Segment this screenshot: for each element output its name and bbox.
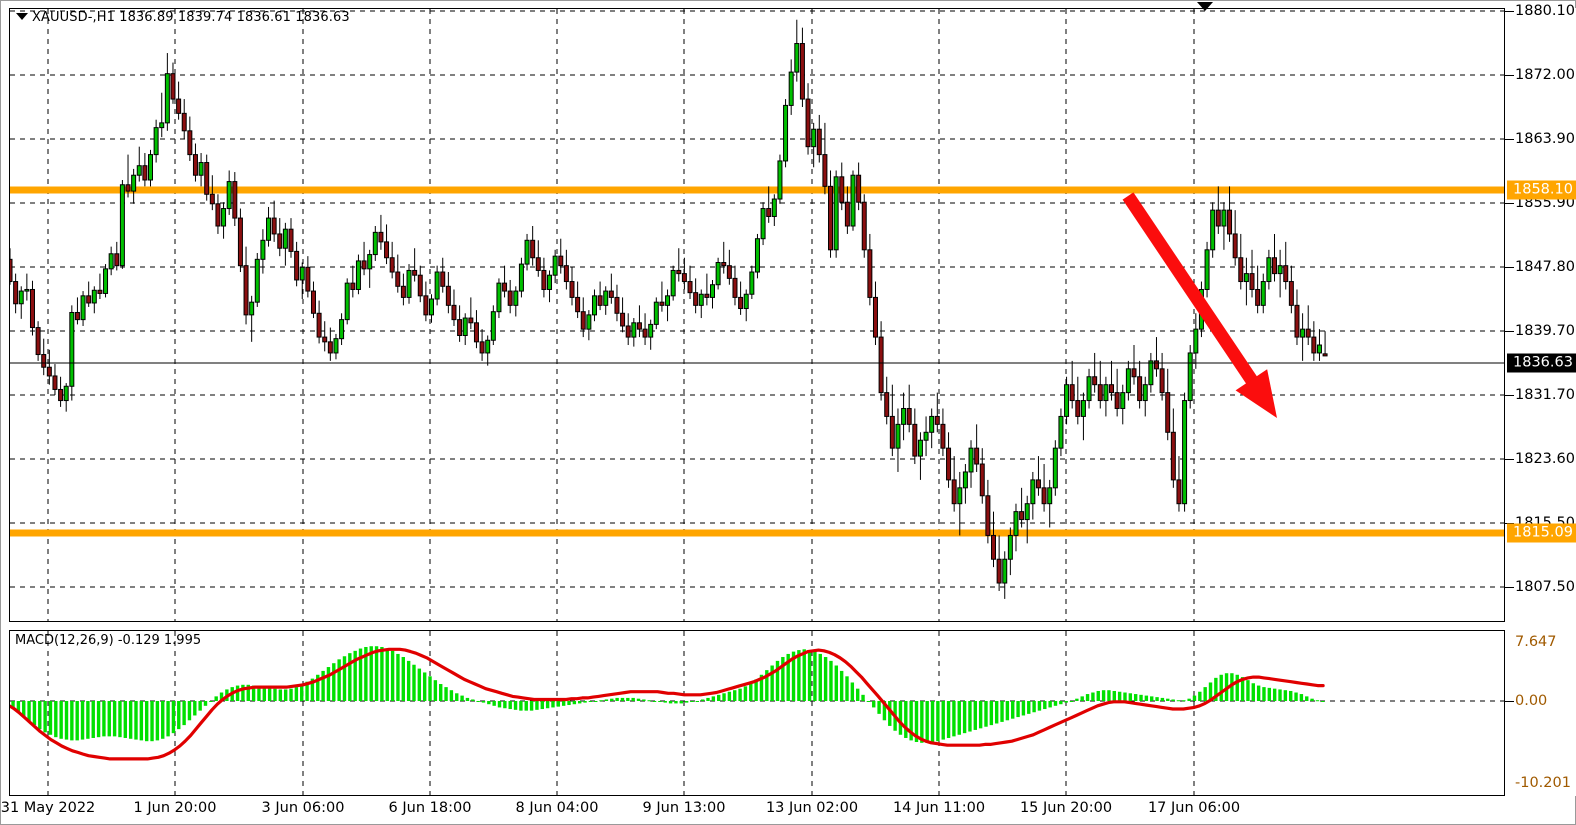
price-axis-label: 1847.80 (1515, 259, 1575, 275)
current-price-tag: 1836.63 (1507, 353, 1576, 373)
candlestick-series (10, 19, 1328, 599)
level-price-tag-resistance[interactable]: 1858.10 (1507, 180, 1576, 200)
price-axis[interactable]: 1880.10 1872.00 1863.90 1855.90 1847.80 1839.… (1505, 3, 1576, 796)
time-axis-label: 31 May 2022 (0, 800, 96, 816)
axis-tick (1505, 75, 1514, 76)
price-axis-label: 1831.70 (1515, 387, 1575, 403)
price-canvas (10, 9, 1504, 621)
time-axis-label: 13 Jun 02:00 (765, 800, 859, 816)
price-axis-label: 1880.10 (1515, 3, 1575, 19)
axis-tick (1505, 395, 1514, 396)
price-chart-pane[interactable]: XAUUSD-,H1 1836.89 1839.74 1836.61 1836.… (9, 8, 1505, 622)
time-axis-label: 15 Jun 20:00 (1019, 800, 1113, 816)
time-axis[interactable]: 31 May 2022 1 Jun 20:00 3 Jun 06:00 6 Jun 1… (1, 797, 1505, 823)
macd-indicator-pane[interactable]: MACD(12,26,9) -0.129 1.995 (9, 630, 1505, 796)
macd-axis-label: 0.00 (1515, 693, 1548, 709)
time-axis-label: 17 Jun 06:00 (1147, 800, 1241, 816)
down-trend-arrow (1122, 192, 1277, 418)
time-axis-label: 6 Jun 18:00 (388, 800, 472, 816)
axis-tick (1505, 459, 1514, 460)
symbol-header: XAUUSD-,H1 1836.89 1839.74 1836.61 1836.… (16, 10, 350, 25)
axis-tick (1505, 587, 1514, 588)
caret-down-icon[interactable] (16, 13, 28, 20)
macd-axis-label: 7.647 (1515, 634, 1557, 650)
level-line-support (10, 529, 1504, 537)
macd-canvas (10, 631, 1504, 795)
macd-signal-line (10, 647, 1325, 761)
time-axis-label: 9 Jun 13:00 (642, 800, 726, 816)
axis-tick (1505, 331, 1514, 332)
axis-tick (1505, 267, 1514, 268)
price-axis-label: 1807.50 (1515, 579, 1575, 595)
axis-tick (1505, 139, 1514, 140)
price-axis-label: 1863.90 (1515, 131, 1575, 147)
macd-header-label: MACD(12,26,9) -0.129 1.995 (15, 633, 202, 648)
level-line-resistance (10, 186, 1504, 194)
axis-tick (1505, 11, 1514, 12)
price-axis-label: 1872.00 (1515, 67, 1575, 83)
axis-tick (1505, 203, 1514, 204)
level-price-tag-support[interactable]: 1815.09 (1507, 523, 1576, 543)
time-axis-label: 8 Jun 04:00 (515, 800, 599, 816)
price-axis-label: 1839.70 (1515, 323, 1575, 339)
symbol-header-text: XAUUSD-,H1 1836.89 1839.74 1836.61 1836.… (32, 10, 350, 25)
time-axis-label: 14 Jun 11:00 (892, 800, 986, 816)
time-axis-label: 3 Jun 06:00 (261, 800, 345, 816)
time-axis-label: 1 Jun 20:00 (133, 800, 217, 816)
axis-tick (1505, 701, 1514, 702)
chart-top-triangle-marker (1197, 2, 1213, 11)
macd-axis-label: -10.201 (1515, 775, 1571, 791)
price-axis-label: 1823.60 (1515, 451, 1575, 467)
